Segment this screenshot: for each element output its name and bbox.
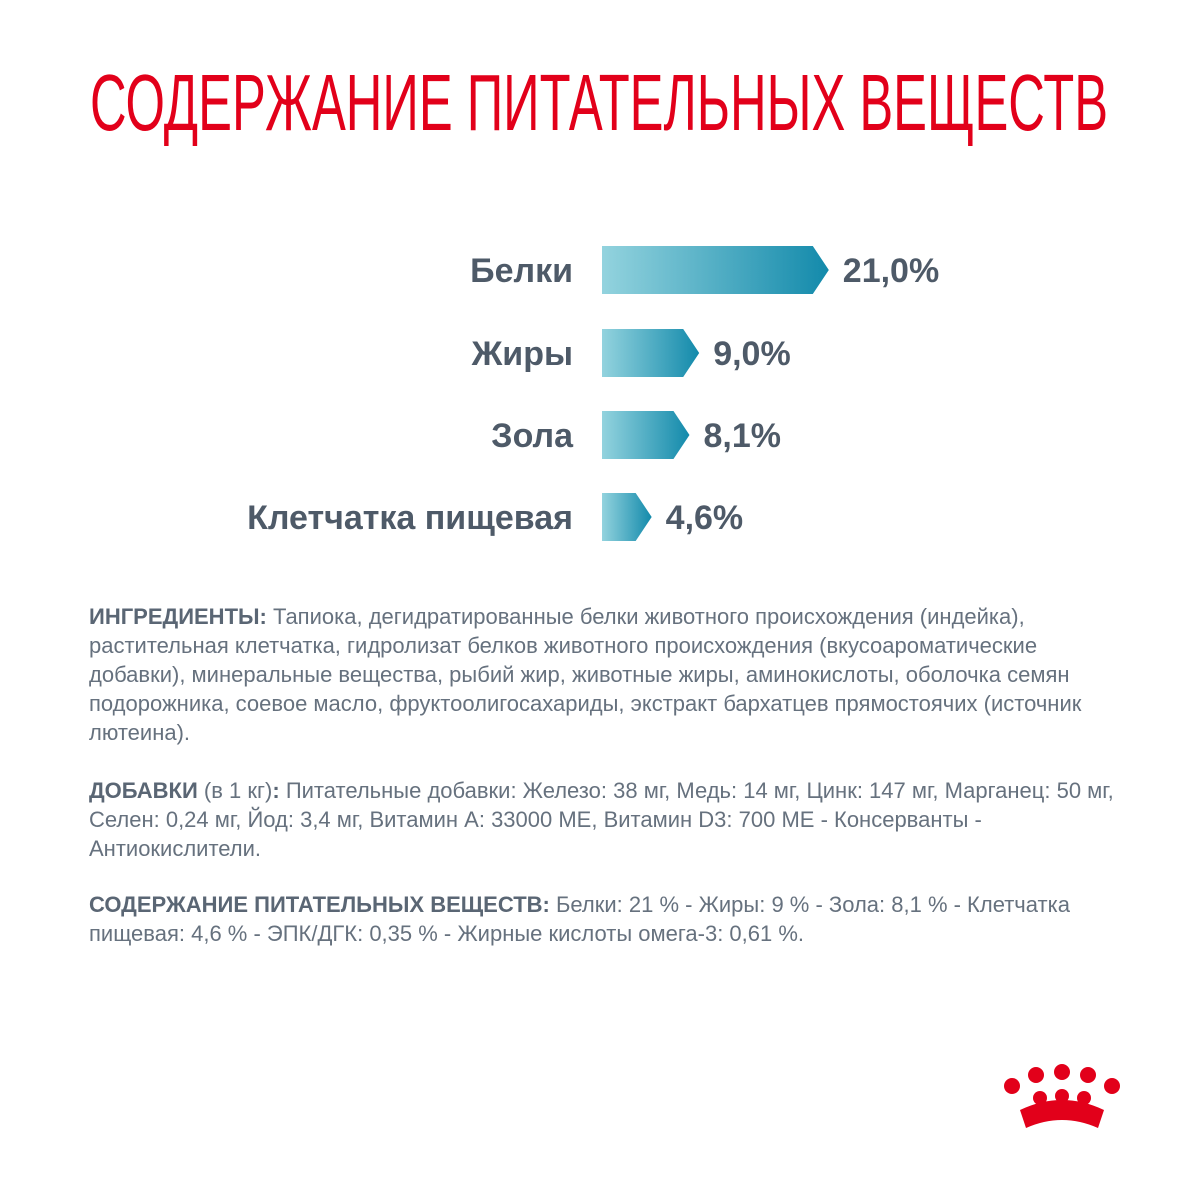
label: СОДЕРЖАНИЕ ПИТАТЕЛЬНЫХ ВЕЩЕСТВ:: [89, 892, 550, 917]
label: ИНГРЕДИЕНТЫ:: [89, 604, 267, 629]
value-label: 21,0%: [843, 252, 939, 290]
nutrients: СОДЕРЖАНИЕ ПИТАТЕЛЬНЫХ ВЕЩЕСТВ: Белки: 2…: [89, 890, 1119, 948]
value-label: 9,0%: [713, 335, 791, 373]
text: Питательные добавки: Железо: 38 мг, Медь…: [89, 778, 1114, 861]
colon: :: [272, 778, 280, 803]
bar: [602, 246, 829, 294]
category-label: Белки: [470, 252, 573, 290]
category-label: Клетчатка пищевая: [247, 499, 573, 537]
category-label: Жиры: [471, 335, 573, 373]
logo: [1004, 1064, 1120, 1128]
chart-title: СОДЕРЖАНИЕ ПИТАТЕЛЬНЫХ ВЕЩЕСТВ: [90, 58, 1108, 147]
bar: [602, 411, 690, 459]
additives: ДОБАВКИ (в 1 кг): Питательные добавки: Ж…: [89, 776, 1119, 863]
ingredients: ИНГРЕДИЕНТЫ: Тапиока, дегидратированные …: [89, 602, 1119, 747]
note: (в 1 кг): [203, 778, 273, 803]
bar: [602, 329, 700, 377]
category-label: Зола: [491, 417, 574, 455]
value-label: 4,6%: [666, 499, 744, 537]
text: Белки: 21 % - Жиры: 9 % - Зола: 8,1 % - …: [89, 892, 1070, 946]
value-label: 8,1%: [703, 417, 781, 455]
label: ДОБАВКИ: [89, 778, 198, 803]
bar: [602, 493, 652, 541]
text: Тапиока, дегидратированные белки животно…: [89, 604, 1082, 745]
